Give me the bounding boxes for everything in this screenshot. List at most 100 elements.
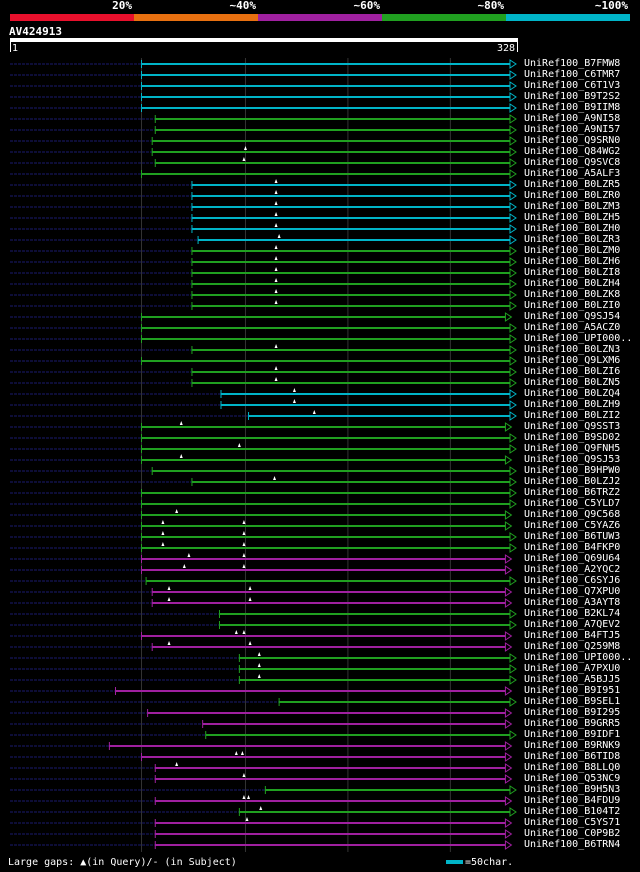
- hit-label[interactable]: UniRef100_B0LZI0: [524, 300, 621, 311]
- hit-label[interactable]: UniRef100_B6TUW3: [524, 531, 621, 542]
- hit-label[interactable]: UniRef100_B0LZR5: [524, 179, 621, 190]
- hit-end-arrow: [509, 378, 517, 388]
- hit-label[interactable]: UniRef100_B0LZK8: [524, 289, 621, 300]
- hit-label[interactable]: UniRef100_B0LZQ4: [524, 388, 621, 399]
- hit-end-arrow: [509, 81, 517, 91]
- hit-end-arrow: [509, 499, 517, 509]
- hit-label[interactable]: UniRef100_B0LZM0: [524, 245, 621, 256]
- hit-label[interactable]: UniRef100_Q9SRN0: [524, 135, 621, 146]
- hit-label[interactable]: UniRef100_Q9SJ54: [524, 311, 621, 322]
- hit-row: [10, 586, 513, 597]
- hit-label[interactable]: UniRef100_A3AYT8: [524, 597, 621, 608]
- hit-label[interactable]: UniRef100_Q259M8: [524, 641, 621, 652]
- hit-label[interactable]: UniRef100_B9H5N3: [524, 784, 621, 795]
- hit-label[interactable]: UniRef100_A7PXU0: [524, 663, 621, 674]
- hit-label[interactable]: UniRef100_C0P9B2: [524, 828, 621, 839]
- hit-label[interactable]: UniRef100_B4FTJ5: [524, 630, 621, 641]
- hit-row: [10, 454, 513, 465]
- hit-label[interactable]: UniRef100_B9SD02: [524, 432, 621, 443]
- hit-label[interactable]: UniRef100_C6T1V3: [524, 80, 621, 91]
- hit-label[interactable]: UniRef100_B9RNK9: [524, 740, 621, 751]
- hit-label[interactable]: UniRef100_B0LZR0: [524, 190, 621, 201]
- hit-label[interactable]: UniRef100_B6TID8: [524, 751, 621, 762]
- hit-label[interactable]: UniRef100_Q7XPU0: [524, 586, 621, 597]
- hit-label[interactable]: UniRef100_Q84WG2: [524, 146, 621, 157]
- hit-label[interactable]: UniRef100_B0LZI2: [524, 410, 621, 421]
- hit-row: [10, 708, 513, 718]
- hit-label[interactable]: UniRef100_B0LZM3: [524, 201, 621, 212]
- hit-label[interactable]: UniRef100_B4FDU9: [524, 795, 621, 806]
- hit-label[interactable]: UniRef100_Q9SST3: [524, 421, 621, 432]
- hit-label[interactable]: UniRef100_B0LZN5: [524, 377, 621, 388]
- hit-label[interactable]: UniRef100_B9I951: [524, 685, 621, 696]
- hit-end-arrow: [509, 235, 517, 245]
- hit-label[interactable]: UniRef100_B4FKP0: [524, 542, 621, 553]
- hit-label[interactable]: UniRef100_A9NI57: [524, 124, 621, 135]
- hit-label[interactable]: UniRef100_C5YLD7: [524, 498, 621, 509]
- hit-label[interactable]: UniRef100_A9NI58: [524, 113, 621, 124]
- hit-label[interactable]: UniRef100_Q9SVC8: [524, 157, 621, 168]
- hit-row: [10, 663, 517, 674]
- hit-row: [10, 762, 513, 773]
- hit-label[interactable]: UniRef100_C6SYJ6: [524, 575, 621, 586]
- query-gap-marker: [274, 366, 278, 370]
- legend-bar-1: [10, 14, 134, 21]
- hit-label[interactable]: UniRef100_UPI000..: [524, 333, 633, 344]
- hit-label[interactable]: UniRef100_B8LLQ0: [524, 762, 621, 773]
- hit-label[interactable]: UniRef100_C5YS71: [524, 817, 621, 828]
- hit-label[interactable]: UniRef100_B0LZH9: [524, 399, 621, 410]
- hit-end-arrow: [509, 114, 517, 124]
- query-gap-marker: [242, 795, 246, 799]
- hit-label[interactable]: UniRef100_B9T2S2: [524, 91, 621, 102]
- query-gap-marker: [257, 663, 261, 667]
- hit-label[interactable]: UniRef100_Q53NC9: [524, 773, 621, 784]
- hit-label[interactable]: UniRef100_B0LZI6: [524, 366, 621, 377]
- hit-label[interactable]: UniRef100_UPI000..: [524, 652, 633, 663]
- hit-label[interactable]: UniRef100_A2YQC2: [524, 564, 621, 575]
- query-gap-marker: [234, 630, 238, 634]
- hit-label[interactable]: UniRef100_B0LZH6: [524, 256, 621, 267]
- hit-label[interactable]: UniRef100_C5YAZ6: [524, 520, 621, 531]
- hit-label[interactable]: UniRef100_Q9LXM6: [524, 355, 621, 366]
- hit-row: [10, 125, 517, 135]
- hit-label[interactable]: UniRef100_B9SEL1: [524, 696, 621, 707]
- hit-label[interactable]: UniRef100_C6TMR7: [524, 69, 621, 80]
- hit-label[interactable]: UniRef100_Q9FNH5: [524, 443, 621, 454]
- hit-label[interactable]: UniRef100_B6TRN4: [524, 839, 621, 850]
- query-gap-marker: [274, 190, 278, 194]
- hit-label[interactable]: UniRef100_Q69U64: [524, 553, 621, 564]
- hit-label[interactable]: UniRef100_A5ALF3: [524, 168, 621, 179]
- hit-label[interactable]: UniRef100_B0LZH5: [524, 212, 621, 223]
- query-gap-marker: [242, 520, 246, 524]
- hit-label[interactable]: UniRef100_Q9SJ53: [524, 454, 621, 465]
- hit-label[interactable]: UniRef100_A7QEV2: [524, 619, 621, 630]
- hit-label[interactable]: UniRef100_B0LZN3: [524, 344, 621, 355]
- hit-row: [10, 201, 517, 212]
- hit-label[interactable]: UniRef100_B0LZR3: [524, 234, 621, 245]
- hit-row: [10, 300, 517, 311]
- hit-label[interactable]: UniRef100_A5ACZ0: [524, 322, 621, 333]
- hit-label[interactable]: UniRef100_B0LZJ2: [524, 476, 621, 487]
- hit-label[interactable]: UniRef100_B9IIM8: [524, 102, 621, 113]
- hit-label[interactable]: UniRef100_B9HPW0: [524, 465, 621, 476]
- hit-label[interactable]: UniRef100_B0LZH0: [524, 223, 621, 234]
- hit-label[interactable]: UniRef100_B9IDF1: [524, 729, 621, 740]
- hit-label[interactable]: UniRef100_A5BJJ5: [524, 674, 621, 685]
- hit-row: [10, 92, 517, 102]
- hit-label[interactable]: UniRef100_B2KL74: [524, 608, 621, 619]
- hit-end-arrow: [509, 466, 517, 476]
- hit-label[interactable]: UniRef100_B7FMW8: [524, 58, 621, 69]
- hit-label[interactable]: UniRef100_B0LZH4: [524, 278, 621, 289]
- hit-label[interactable]: UniRef100_B0LZI8: [524, 267, 621, 278]
- hit-row: [10, 169, 517, 179]
- hit-label[interactable]: UniRef100_B9GRR5: [524, 718, 621, 729]
- query-gap-marker: [167, 641, 171, 645]
- hit-end-arrow: [509, 290, 517, 300]
- hit-label[interactable]: UniRef100_B104T2: [524, 806, 621, 817]
- hit-label[interactable]: UniRef100_B6TRZ2: [524, 487, 621, 498]
- hit-end-arrow: [509, 488, 517, 498]
- hit-label[interactable]: UniRef100_B9I295: [524, 707, 621, 718]
- hit-row: [10, 278, 517, 289]
- hit-label[interactable]: UniRef100_Q9C568: [524, 509, 621, 520]
- query-gap-marker: [248, 597, 252, 601]
